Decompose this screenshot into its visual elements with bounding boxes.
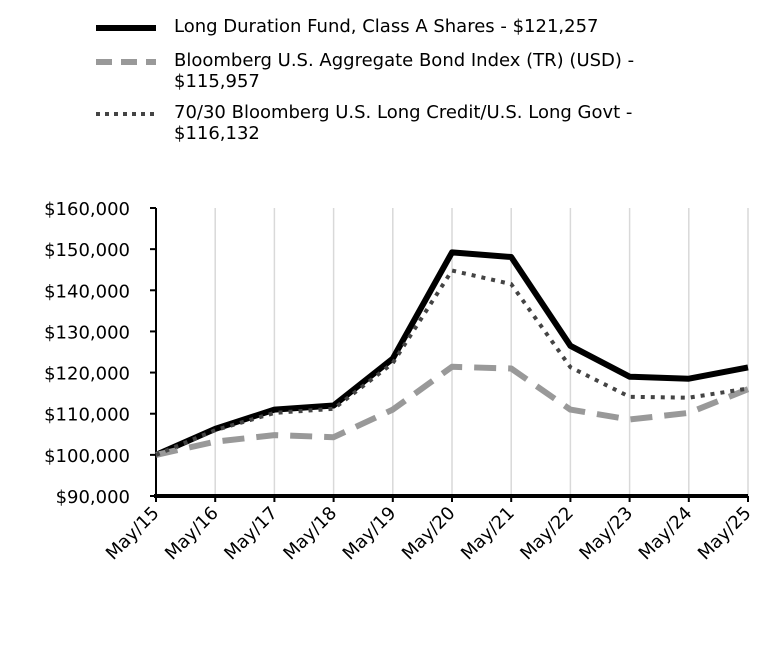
- y-tick-label: $150,000: [44, 240, 130, 261]
- legend-swatch-long-credit-govt: [96, 112, 156, 116]
- legend-label-long-credit-govt: 70/30 Bloomberg U.S. Long Credit/U.S. Lo…: [174, 102, 633, 144]
- series-line-fund: [154, 249, 749, 458]
- legend-label-aggregate-index: Bloomberg U.S. Aggregate Bond Index (TR)…: [174, 50, 635, 92]
- legend-swatch-aggregate-index: [96, 59, 156, 65]
- legend: Long Duration Fund, Class A Shares - $12…: [96, 16, 656, 154]
- x-tick-label: May/19: [339, 503, 401, 565]
- x-tick-label: May/20: [398, 503, 460, 565]
- y-tick-label: $160,000: [44, 199, 130, 220]
- legend-label-fund: Long Duration Fund, Class A Shares - $12…: [174, 16, 599, 37]
- y-tick-label: $140,000: [44, 281, 130, 302]
- x-tick-label: May/21: [457, 503, 519, 565]
- legend-item-long-credit-govt: 70/30 Bloomberg U.S. Long Credit/U.S. Lo…: [96, 102, 656, 144]
- y-tick-label: $120,000: [44, 364, 130, 385]
- x-tick-label: May/22: [516, 503, 578, 565]
- series-line-aggregate-index: [155, 363, 750, 458]
- y-tick-label: $110,000: [44, 405, 130, 426]
- y-tick-label: $100,000: [44, 446, 130, 467]
- y-tick-label: $130,000: [44, 322, 130, 343]
- x-tick-label: May/24: [635, 503, 697, 565]
- legend-item-fund: Long Duration Fund, Class A Shares - $12…: [96, 16, 656, 40]
- legend-swatch-fund: [96, 25, 156, 31]
- x-tick-label: May/17: [220, 503, 282, 565]
- x-tick-label: May/18: [279, 503, 341, 565]
- y-tick-label: $90,000: [56, 487, 130, 508]
- x-tick-label: May/16: [161, 503, 223, 565]
- legend-item-aggregate-index: Bloomberg U.S. Aggregate Bond Index (TR)…: [96, 50, 656, 92]
- x-tick-label: May/23: [575, 503, 637, 565]
- x-tick-label: May/25: [694, 503, 756, 565]
- x-tick-label: May/15: [102, 503, 164, 565]
